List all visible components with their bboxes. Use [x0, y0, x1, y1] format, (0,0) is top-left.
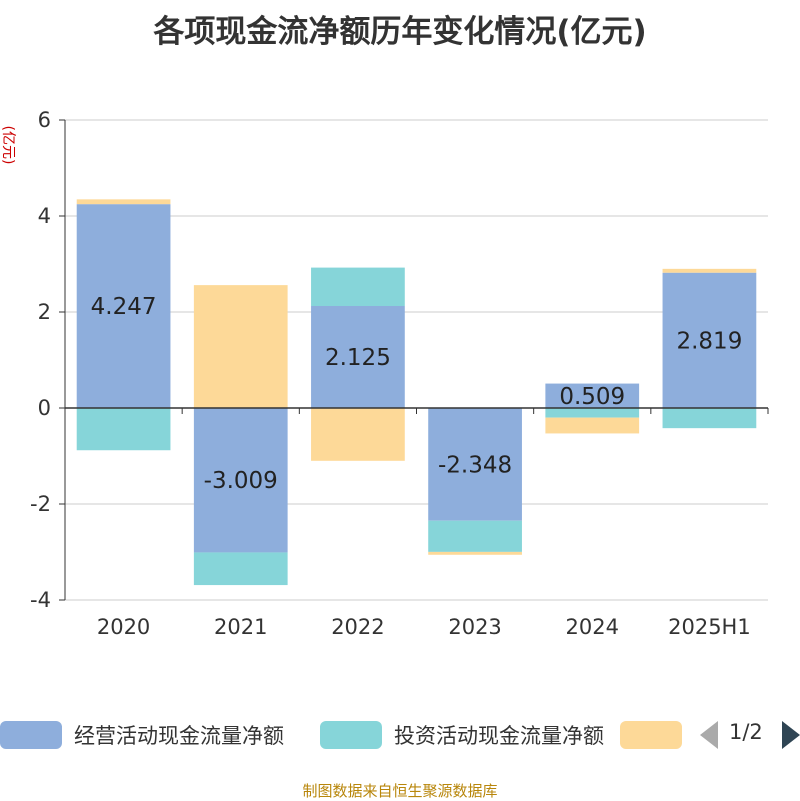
y-tick-label: 4 [38, 204, 51, 228]
bar-2-2021 [193, 552, 288, 586]
grid-layer [65, 119, 768, 601]
chart-title: 各项现金流净额历年变化情况(亿元) [153, 14, 647, 50]
legend-swatch-third [620, 721, 682, 749]
bar-3-2024 [545, 417, 640, 434]
y-tick-label: 6 [38, 108, 51, 132]
data-label-2022: 2.125 [325, 345, 391, 371]
bar-2-2022 [311, 267, 405, 306]
legend-label-operating: 经营活动现金流量净额 [74, 724, 284, 748]
y-tick-label: -2 [30, 492, 51, 516]
data-label-2023: -2.348 [438, 452, 512, 478]
bar-1-2020 [76, 204, 171, 408]
legend-item-third[interactable] [620, 715, 682, 755]
data-label-2021: -3.009 [204, 468, 278, 494]
bar-1-2021 [193, 408, 288, 553]
x-tick-label: 2025H1 [668, 615, 751, 639]
x-tick-label: 2024 [566, 615, 619, 639]
y-tick-label: 0 [38, 396, 51, 420]
bar-2-2023 [428, 520, 522, 552]
bar-1-2022 [311, 306, 405, 408]
legend-next-page-icon[interactable] [782, 721, 800, 749]
data-label-2025H1: 2.819 [676, 328, 742, 354]
x-tick-label: 2020 [97, 615, 150, 639]
legend-item-operating[interactable]: 经营活动现金流量净额 [0, 715, 284, 755]
label-layer: 4.247 -3.009 2.125 -2.348 0.509 2.819 [91, 294, 743, 494]
bar-2-2024 [545, 408, 640, 418]
legend-prev-page-icon[interactable] [700, 721, 718, 749]
x-tick-label: 2022 [331, 615, 384, 639]
legend-item-investing[interactable]: 投资活动现金流量净额 [320, 715, 604, 755]
bar-3-2021 [193, 285, 288, 408]
data-label-2020: 4.247 [91, 294, 157, 320]
x-tick-label: 2023 [448, 615, 501, 639]
legend-swatch-investing [320, 721, 382, 749]
bar-2-2020 [76, 408, 171, 451]
bar-2-2025H1 [662, 408, 757, 429]
y-tick-label: 2 [38, 300, 51, 324]
legend-swatch-operating [0, 721, 62, 749]
legend: 经营活动现金流量净额 投资活动现金流量净额 1/2 [0, 715, 800, 755]
axis-layer: 6 4 2 0 -2 -4 (亿元) 2020 2021 2022 2023 2024 2025H1 [0, 108, 769, 639]
legend-label-investing: 投资活动现金流量净额 [394, 724, 604, 748]
data-label-2024: 0.509 [559, 384, 625, 410]
legend-page-indicator: 1/2 [729, 720, 763, 744]
bar-1-2023 [428, 408, 522, 521]
bar-3-2025H1 [662, 268, 757, 273]
x-tick-label: 2021 [214, 615, 267, 639]
bar-3-2023 [428, 551, 522, 555]
y-axis-title: (亿元) [0, 126, 16, 165]
y-tick-label: -4 [30, 588, 51, 612]
bar-layer [76, 199, 757, 586]
bar-3-2022 [311, 408, 405, 461]
bar-3-2020 [76, 199, 171, 205]
source-note: 制图数据来自恒生聚源数据库 [302, 782, 498, 800]
bar-1-2025H1 [662, 272, 757, 408]
bar-1-2024 [545, 383, 640, 408]
